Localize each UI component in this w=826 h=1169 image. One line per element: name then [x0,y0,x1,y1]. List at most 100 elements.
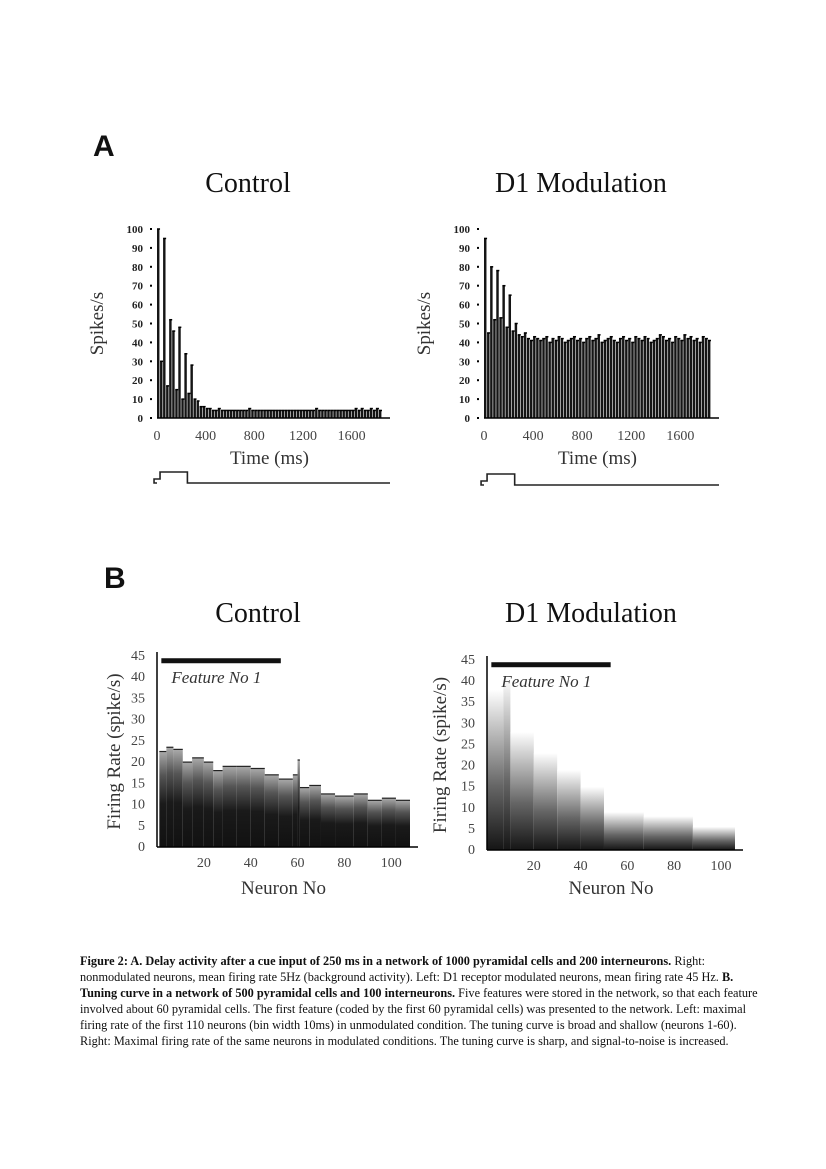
feature-annotation: Feature No 1 [170,668,261,687]
histogram-bar [658,334,662,418]
y-tick-mark [150,360,152,363]
tuning-bar [603,812,644,850]
histogram-bar [622,336,625,418]
y-tick-label: 30 [461,716,475,731]
histogram-bar [557,336,561,418]
histogram-bar [375,408,379,418]
histogram-bar [526,338,530,418]
y-tick-label: 10 [132,394,144,406]
y-tick-mark [150,228,152,230]
histogram-bar [202,406,206,418]
histogram-bar [594,338,597,418]
histogram-bar [671,342,674,418]
histogram-bar [278,410,282,418]
y-tick-label: 100 [127,224,144,236]
histogram-bar [545,336,548,418]
y-tick-mark [150,379,152,382]
y-tick-label: 10 [461,801,475,816]
y-tick-label: 45 [461,653,475,668]
tuning-bar [353,793,368,847]
histogram-bar [637,338,640,418]
tuning-bar [580,786,604,850]
caption-label: Figure 2: [80,954,131,968]
histogram-bar [217,408,221,418]
histogram-bar [484,238,487,418]
y-tick-label: 100 [454,224,471,236]
histogram-bar [606,338,610,418]
y-tick-label: 15 [131,776,145,791]
y-tick-label: 30 [459,356,471,368]
caption-bold-b: B. Tuning curve in a network of 500 pyra… [80,970,734,1000]
stimulus-trace [480,473,719,486]
histogram-bar [199,406,203,418]
histogram-bar [226,410,230,418]
y-axis-label: Spikes/s [87,292,108,355]
y-tick-mark [150,265,152,268]
histogram-bar [634,336,637,418]
histogram-bar [236,410,239,418]
histogram-bar [572,336,576,418]
tuning-bar [297,759,300,847]
tuning-bar [173,749,183,847]
histogram-bar [533,336,536,418]
y-tick-mark [477,379,479,382]
histogram-bar [211,410,215,418]
histogram-bar [254,410,257,418]
tuning-bar [264,774,279,847]
histogram-bar [348,410,351,418]
histogram-bar [266,410,269,418]
histogram-bar [342,410,345,418]
y-tick-label: 0 [465,413,471,425]
feature-range-bar [491,662,611,668]
histogram-bar [618,338,622,418]
y-tick-mark [150,246,152,249]
histogram-bar [569,338,573,418]
figure-caption: Figure 2: A. Delay activity after a cue … [80,953,770,1049]
y-axis-label: Firing Rate (spike/s) [104,673,125,829]
y-tick-mark [477,322,479,325]
histogram-bar [661,336,665,418]
tuning-bar [222,766,237,847]
histogram-bar [701,336,705,418]
tuning-bar [367,800,382,847]
y-tick-label: 80 [132,262,144,274]
y-tick-label: 25 [461,737,475,752]
histogram-bar [680,340,683,418]
y-tick-mark [477,303,479,306]
tuning-bar [159,751,167,847]
histogram-bar [683,334,686,418]
y-tick-label: 10 [131,798,145,813]
histogram-bar [582,342,585,418]
y-tick-label: 0 [138,840,145,855]
histogram-bar [157,229,160,418]
tuning-bar [503,676,511,850]
y-tick-label: 45 [131,649,145,664]
tuning-bar [182,762,193,847]
histogram-bar [698,342,702,418]
tuning-bar [335,796,354,847]
histogram-bar [354,408,358,418]
x-tick-label: 1200 [617,429,645,444]
histogram-bar [505,327,508,418]
y-tick-mark [477,246,479,249]
histogram-bar [487,332,490,418]
y-tick-label: 20 [132,375,144,387]
histogram-bar [643,336,646,418]
y-tick-label: 30 [132,356,144,368]
chart-b-d1-title: D1 Modulation [505,598,677,629]
y-tick-label: 5 [468,822,475,837]
histogram-bar [205,408,209,418]
tuning-bar [213,770,223,847]
histogram-bar [272,410,275,418]
tuning-bar [192,757,204,847]
histogram-bar [208,408,212,418]
y-tick-label: 70 [459,281,471,293]
histogram-bar [551,338,554,418]
histogram-bar [214,410,218,418]
histogram-bar [536,338,539,418]
histogram-bar [223,410,227,418]
histogram-bar [339,410,342,418]
histogram-bar [493,319,496,418]
histogram-bar [269,410,272,418]
histogram-bar [166,385,169,418]
